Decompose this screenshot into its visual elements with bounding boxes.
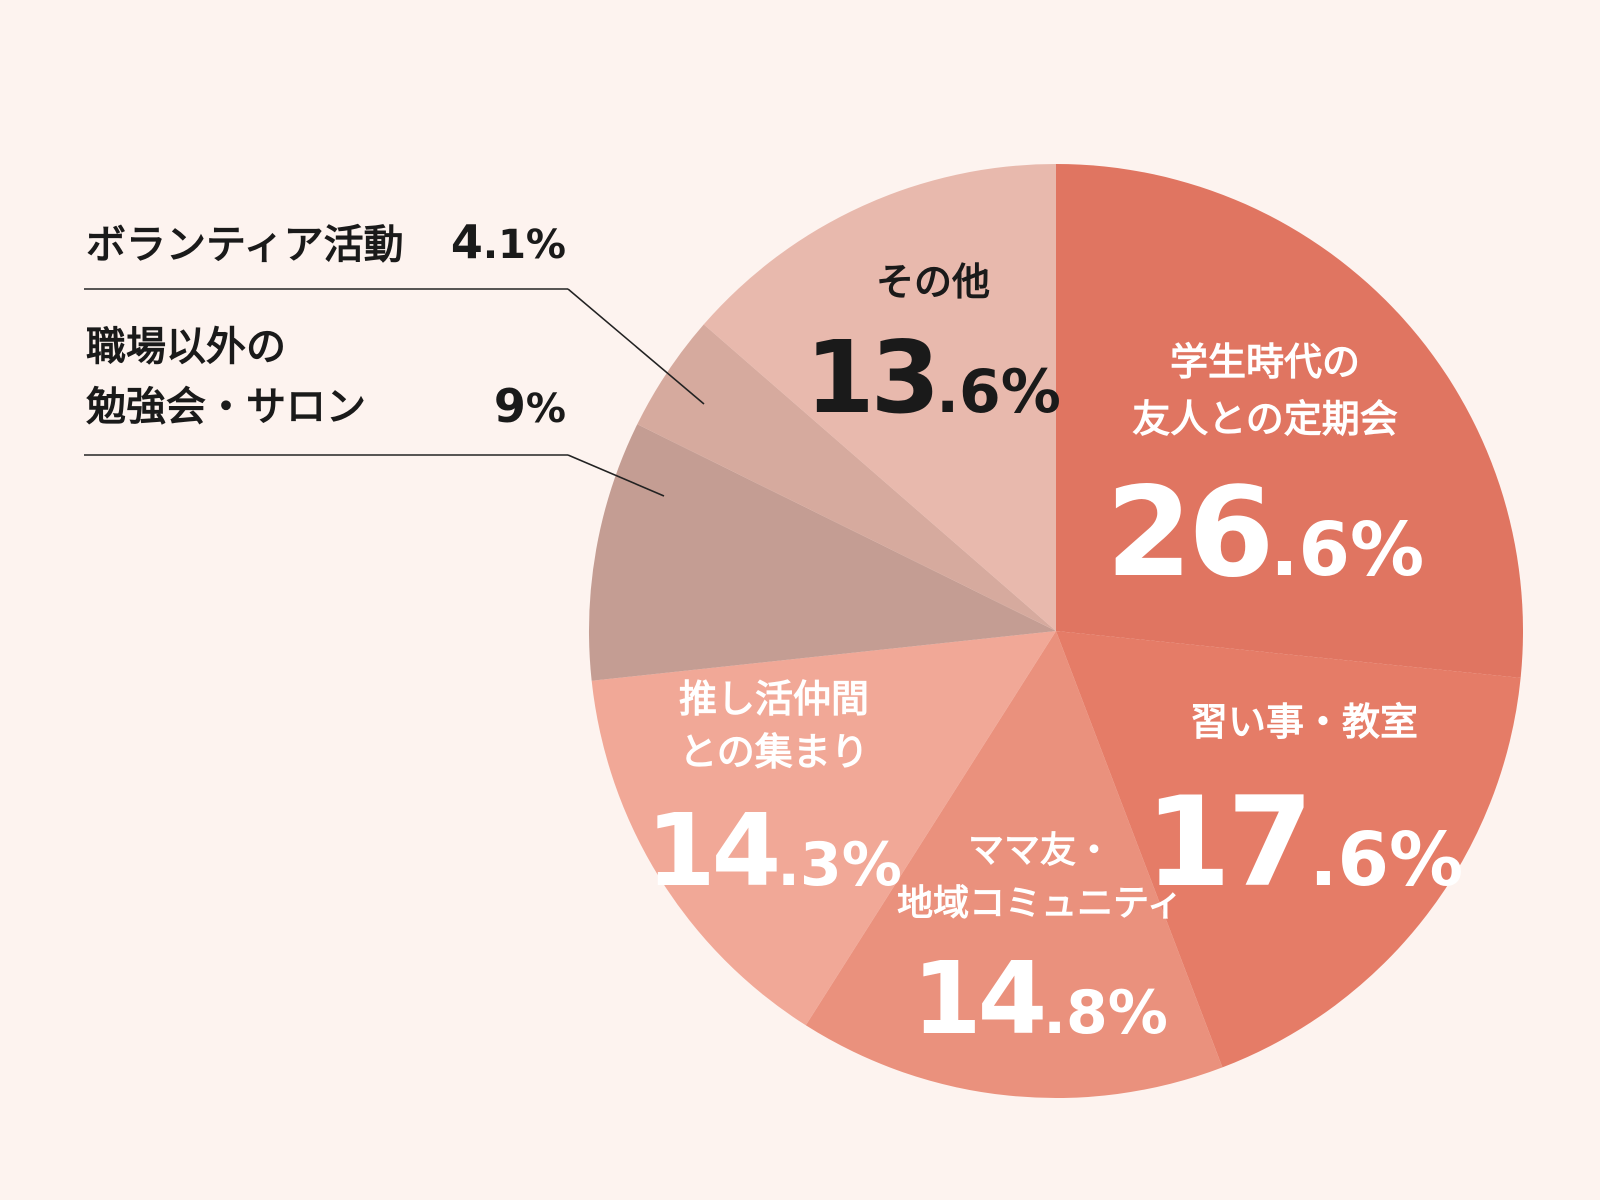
slice-2-name-line-1: 習い事・教室 — [1190, 700, 1418, 744]
slice-4-value-label: 14.3% — [646, 792, 902, 909]
slice-3-name-line-2: 地域コミュニティ — [897, 883, 1183, 924]
slice-5-name-line-1: 職場以外の — [86, 324, 286, 370]
slice-1-value-label: 26.6% — [1106, 461, 1424, 605]
slice-7-name-line-1: その他 — [876, 260, 990, 304]
slice-6-name-line-1: ボランティア活動 — [86, 222, 404, 268]
slice-1-wedge — [1056, 164, 1523, 678]
slice-6-wedge — [637, 324, 1056, 631]
slice-1-name-line-1: 学生時代の — [1170, 340, 1360, 384]
slice-2-wedge — [1056, 631, 1521, 1068]
slice-3-value-label: 14.8% — [912, 940, 1168, 1057]
slice-5-name-line-2: 勉強会・サロン — [86, 384, 366, 430]
slice-6-leader-line — [567, 288, 705, 405]
slice-5-value-label: 9% — [494, 379, 566, 433]
slice-6-value-label: 4.1% — [451, 215, 566, 269]
slice-5-wedge — [589, 424, 1056, 681]
slice-7-wedge — [703, 164, 1056, 631]
slice-7-value-label: 13.6% — [805, 319, 1061, 436]
slice-5-leader-line — [567, 454, 665, 497]
slice-1-name-line-2: 友人との定期会 — [1132, 397, 1398, 441]
slice-4-wedge — [591, 631, 1056, 1026]
slice-3-wedge — [805, 631, 1223, 1098]
slice-3-name-line-1: ママ友・ — [968, 830, 1112, 871]
slice-4-name-line-1: 推し活仲間 — [679, 677, 869, 721]
slice-2-value-label: 17.6% — [1145, 771, 1463, 915]
slice-4-name-line-2: との集まり — [679, 730, 869, 774]
